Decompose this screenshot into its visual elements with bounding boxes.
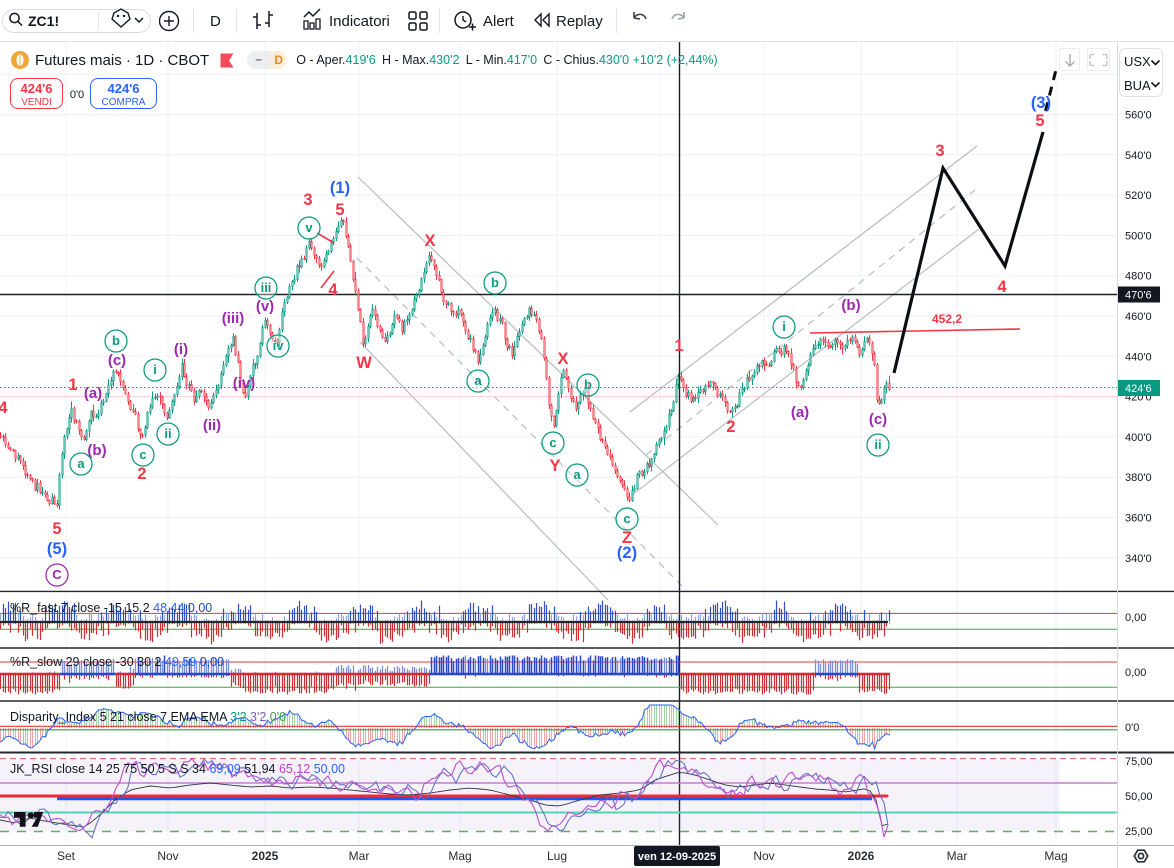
svg-text:500'0: 500'0 — [1125, 230, 1152, 242]
svg-text:440'0: 440'0 — [1125, 351, 1152, 363]
svg-text:%R_fast 7 close -15 15 2 48,44: %R_fast 7 close -15 15 2 48,44 0,00 — [10, 601, 212, 615]
svg-text:340'0: 340'0 — [1125, 553, 1152, 565]
svg-text:(i): (i) — [174, 341, 188, 358]
svg-text:USX: USX — [1124, 54, 1151, 69]
svg-text:c: c — [139, 447, 146, 462]
svg-text:(c): (c) — [108, 352, 126, 369]
svg-text:(b): (b) — [841, 297, 860, 314]
svg-text:C: C — [52, 567, 62, 582]
svg-text:(1): (1) — [330, 179, 350, 197]
svg-text:Nov: Nov — [157, 849, 178, 863]
svg-text:iv: iv — [273, 338, 285, 353]
svg-text:Y: Y — [549, 457, 560, 475]
svg-text:5: 5 — [52, 520, 61, 538]
svg-text:540'0: 540'0 — [1125, 150, 1152, 162]
svg-text:520'0: 520'0 — [1125, 190, 1152, 202]
svg-text:(a): (a) — [84, 385, 102, 402]
svg-text:c: c — [623, 511, 630, 526]
svg-text:3: 3 — [935, 142, 944, 160]
svg-text:Set: Set — [57, 849, 76, 863]
svg-text:0,00: 0,00 — [1125, 612, 1146, 624]
svg-text:Mar: Mar — [349, 849, 370, 863]
svg-text:W: W — [356, 354, 372, 372]
svg-text:0,00: 0,00 — [1125, 667, 1146, 679]
svg-text:(5): (5) — [47, 540, 67, 558]
svg-text:i: i — [782, 319, 786, 334]
svg-text:5: 5 — [335, 201, 344, 219]
svg-text:2025: 2025 — [252, 849, 279, 863]
svg-text:2026: 2026 — [848, 849, 875, 863]
svg-text:Nov: Nov — [753, 849, 774, 863]
svg-text:400'0: 400'0 — [1125, 432, 1152, 444]
svg-text:BUA: BUA — [1124, 78, 1151, 93]
svg-text:b: b — [491, 275, 499, 290]
svg-text:Lug: Lug — [547, 849, 567, 863]
svg-text:Mag: Mag — [1044, 849, 1067, 863]
svg-text:X: X — [557, 350, 568, 368]
svg-text:b: b — [112, 333, 120, 348]
svg-text:%R_slow 29 close -30 30 2 49,5: %R_slow 29 close -30 30 2 49,59 0,00 — [10, 655, 224, 669]
svg-text:3: 3 — [303, 191, 312, 209]
svg-text:4: 4 — [0, 399, 8, 417]
svg-text:(b): (b) — [87, 442, 106, 459]
svg-text:a: a — [77, 456, 85, 471]
svg-text:X: X — [424, 232, 435, 250]
svg-text:(a): (a) — [791, 404, 809, 421]
svg-text:0'0: 0'0 — [1125, 722, 1139, 734]
svg-text:(v): (v) — [256, 298, 274, 315]
svg-text:380'0: 380'0 — [1125, 472, 1152, 484]
svg-text:(2): (2) — [617, 544, 637, 562]
svg-text:25,00: 25,00 — [1125, 826, 1153, 838]
svg-text:2: 2 — [726, 418, 735, 436]
svg-text:(iii): (iii) — [222, 310, 245, 327]
svg-text:1: 1 — [674, 337, 683, 355]
svg-text:v: v — [305, 220, 313, 235]
svg-text:a: a — [573, 467, 581, 482]
svg-text:c: c — [549, 435, 556, 450]
svg-text:50,00: 50,00 — [1125, 791, 1153, 803]
svg-text:(3): (3) — [1031, 94, 1051, 112]
svg-text:560'0: 560'0 — [1125, 110, 1152, 122]
svg-text:424'6: 424'6 — [1125, 383, 1152, 395]
svg-text:(ii): (ii) — [203, 417, 221, 434]
svg-text:2: 2 — [137, 465, 146, 483]
svg-text:iii: iii — [261, 280, 272, 295]
svg-text:Disparity_Index 5 21 close 7 E: Disparity_Index 5 21 close 7 EMA EMA 3'2… — [10, 710, 286, 724]
svg-text:75,00: 75,00 — [1125, 756, 1153, 768]
svg-text:ven 12-09-2025: ven 12-09-2025 — [638, 851, 716, 863]
svg-text:460'0: 460'0 — [1125, 311, 1152, 323]
svg-text:480'0: 480'0 — [1125, 271, 1152, 283]
svg-text:Mar: Mar — [947, 849, 968, 863]
svg-text:a: a — [474, 373, 482, 388]
svg-text:i: i — [153, 362, 157, 377]
svg-text:b: b — [584, 377, 592, 392]
svg-text:5: 5 — [1035, 112, 1044, 130]
svg-text:470'6: 470'6 — [1125, 290, 1152, 302]
svg-text:ii: ii — [874, 437, 881, 452]
svg-text:4: 4 — [328, 281, 338, 299]
svg-text:1: 1 — [68, 376, 77, 394]
svg-text:Mag: Mag — [448, 849, 471, 863]
svg-text:360'0: 360'0 — [1125, 513, 1152, 525]
svg-text:452,2: 452,2 — [932, 312, 962, 326]
svg-text:JK_RSI close 14 25 75 50 5 S S: JK_RSI close 14 25 75 50 5 S S 34 69,09 … — [10, 762, 345, 776]
svg-text:(c): (c) — [869, 411, 887, 428]
svg-text:Z: Z — [622, 529, 632, 547]
svg-text:ii: ii — [164, 426, 171, 441]
svg-text:4: 4 — [997, 278, 1007, 296]
svg-text:(iv): (iv) — [233, 375, 256, 392]
